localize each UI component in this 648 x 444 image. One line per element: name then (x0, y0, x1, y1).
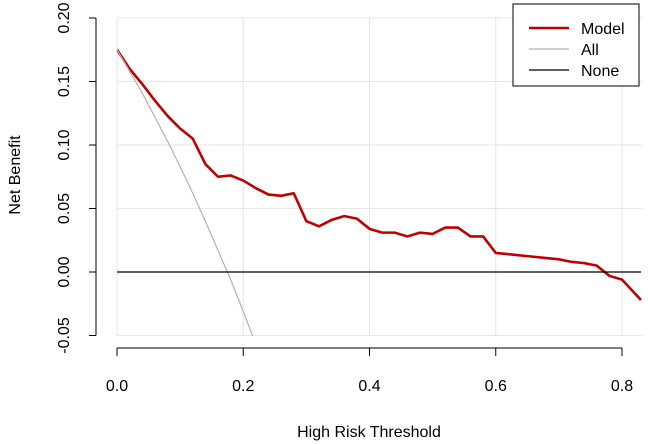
y-tick-label-5: 0.20 (56, 2, 73, 33)
legend-label-none: None (581, 63, 619, 80)
x-tick-label-3: 0.6 (485, 378, 507, 395)
x-tick-label-0: 0.0 (106, 378, 128, 395)
y-tick-label-3: 0.10 (56, 129, 73, 160)
legend-label-all: All (581, 42, 599, 59)
x-tick-label-2: 0.4 (358, 378, 380, 395)
y-tick-label-2: 0.05 (56, 193, 73, 224)
y-tick-label-0: -0.05 (56, 317, 73, 354)
series-layer (117, 49, 642, 336)
axis-layer: 0.0 0.2 0.4 0.6 0.8 -0.05 0.00 0.05 0.10 0.15 0.20 (56, 2, 633, 395)
x-tick-label-1: 0.2 (232, 378, 254, 395)
legend-box (512, 3, 640, 87)
legend: Model All None (512, 3, 640, 87)
x-tick-label-4: 0.8 (611, 378, 633, 395)
series-line-model (117, 49, 642, 301)
y-tick-label-4: 0.15 (56, 66, 73, 97)
legend-label-model: Model (581, 21, 625, 38)
y-axis-label: Net Benefit (7, 135, 24, 215)
series-line-all (117, 49, 254, 336)
y-tick-label-1: 0.00 (56, 256, 73, 287)
x-axis-label: High Risk Threshold (297, 424, 441, 441)
